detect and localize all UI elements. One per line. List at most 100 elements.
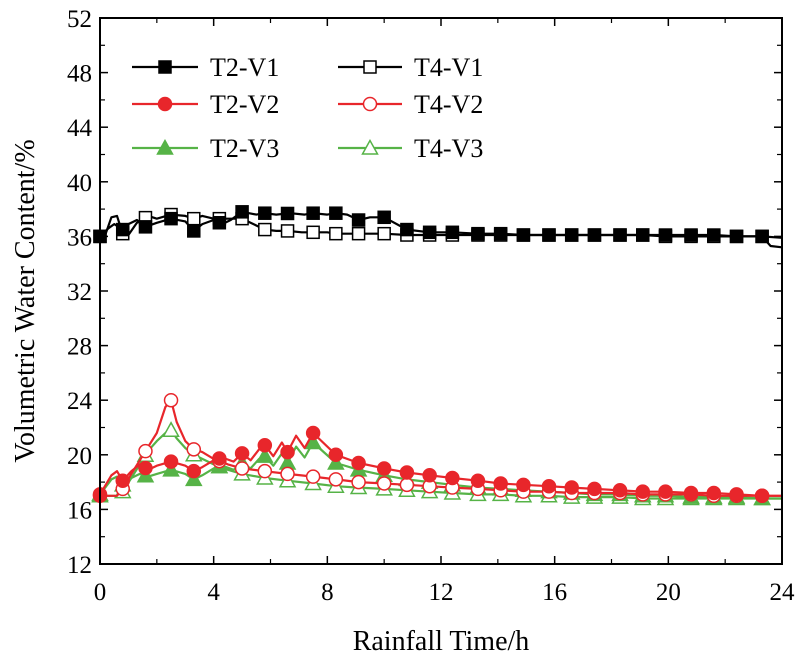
data-point	[257, 437, 273, 453]
legend-item: T4-V3	[338, 134, 483, 163]
x-tick-label: 12	[429, 579, 454, 606]
x-tick-label: 24	[770, 579, 796, 606]
data-point	[587, 228, 602, 242]
x-tick-label: 4	[207, 579, 220, 606]
data-point	[516, 477, 531, 493]
data-point	[163, 454, 179, 469]
data-point	[564, 480, 579, 495]
data-point	[493, 226, 508, 241]
data-point	[706, 485, 722, 501]
data-point	[212, 451, 227, 466]
data-point	[138, 220, 153, 234]
data-point	[187, 224, 201, 238]
data-point	[115, 473, 130, 488]
data-point	[422, 225, 437, 240]
data-point	[399, 465, 415, 480]
data-point	[234, 461, 250, 476]
data-point	[138, 443, 153, 459]
data-point	[280, 444, 295, 460]
legend: T2-V1 T4-V1 T2-V2 T4-V2 T2-V3 T4-V3	[132, 53, 483, 163]
data-point	[164, 211, 178, 226]
data-point	[755, 229, 769, 244]
data-point	[707, 228, 721, 242]
data-point	[162, 421, 180, 437]
data-point	[635, 484, 651, 499]
y-tick-label: 48	[67, 61, 92, 88]
series-t2-v2	[92, 425, 782, 503]
series-t2-v1	[93, 205, 783, 244]
data-point	[328, 447, 344, 463]
series-line	[100, 429, 782, 500]
data-point	[636, 228, 650, 242]
data-point	[351, 226, 366, 241]
data-point	[754, 488, 770, 503]
y-axis-label: Volumetric Water Content/%	[10, 139, 41, 462]
data-point	[376, 476, 392, 491]
y-tick-label: 20	[67, 443, 92, 470]
data-point	[235, 205, 249, 219]
data-point	[542, 228, 556, 242]
legend-item: T2-V3	[132, 134, 279, 163]
data-point	[185, 470, 203, 487]
data-point	[541, 478, 557, 494]
plot-frame	[99, 17, 783, 565]
series-line	[100, 399, 782, 497]
data-point	[658, 484, 673, 499]
data-point	[377, 210, 391, 225]
legend-item: T2-V2	[132, 90, 279, 119]
data-point	[471, 226, 485, 241]
data-point	[328, 472, 344, 487]
legend-marker	[156, 138, 174, 155]
data-point	[280, 206, 295, 221]
y-tick-label: 32	[67, 279, 92, 306]
legend-label: T2-V3	[210, 134, 279, 163]
data-point	[564, 228, 579, 242]
data-point	[257, 463, 273, 479]
legend-label: T4-V1	[414, 53, 483, 82]
data-point	[729, 487, 744, 502]
y-tick-label: 40	[67, 170, 92, 197]
data-point	[186, 442, 202, 457]
data-point	[470, 473, 486, 488]
data-point	[256, 447, 274, 463]
data-point	[516, 228, 531, 242]
data-point	[305, 469, 321, 484]
data-point	[327, 453, 345, 470]
data-point	[187, 211, 201, 226]
data-point	[234, 446, 250, 461]
data-point	[684, 228, 698, 242]
legend-label: T4-V2	[414, 90, 483, 119]
data-point	[258, 222, 272, 237]
data-point	[115, 222, 130, 237]
data-point	[306, 206, 320, 220]
data-point	[280, 466, 295, 482]
data-point	[493, 476, 508, 491]
legend-marker	[362, 96, 378, 112]
data-point	[329, 226, 343, 241]
data-point	[351, 455, 366, 471]
series-line	[99, 210, 783, 239]
data-point	[306, 225, 320, 240]
data-point	[305, 425, 321, 441]
data-point	[445, 225, 460, 240]
data-point	[729, 229, 744, 244]
data-point	[587, 481, 602, 497]
data-point	[163, 392, 179, 408]
data-point	[612, 483, 628, 498]
y-tick-label: 24	[67, 388, 93, 415]
y-tick-label: 36	[67, 224, 92, 251]
data-point	[258, 206, 272, 220]
x-tick-label: 16	[542, 579, 567, 606]
data-point	[162, 460, 180, 477]
data-point	[400, 222, 414, 237]
y-tick-label: 28	[67, 334, 92, 361]
series-line	[99, 431, 782, 497]
legend-marker	[363, 60, 377, 74]
legend-marker	[158, 60, 172, 74]
data-point	[329, 206, 343, 220]
x-tick-label: 8	[321, 579, 334, 606]
data-point	[422, 468, 437, 483]
data-point	[683, 485, 699, 501]
